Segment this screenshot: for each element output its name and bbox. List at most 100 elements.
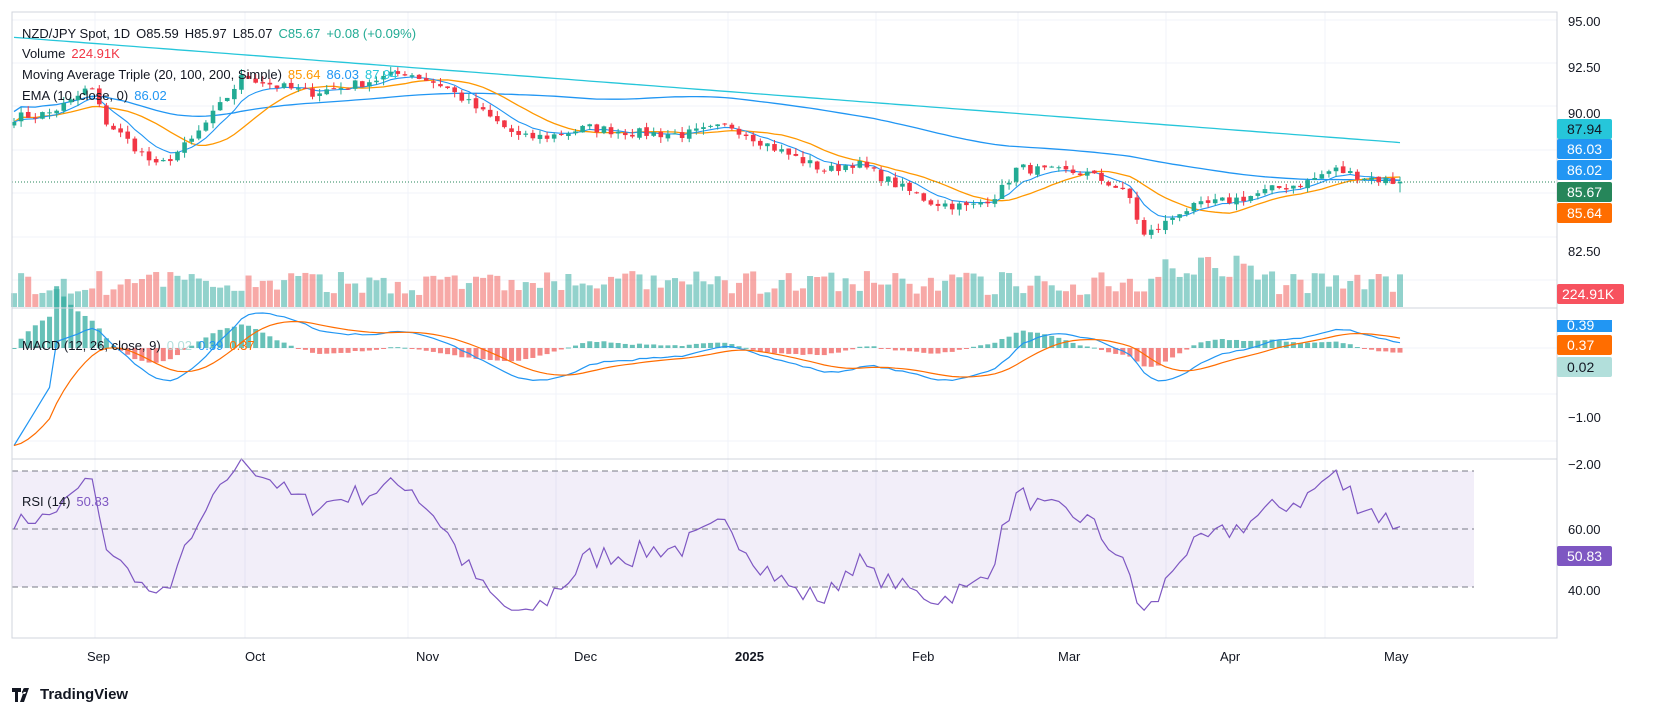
time-label: Sep [87, 649, 110, 664]
macd-hist-bar [1155, 348, 1161, 366]
volume-legend[interactable]: Volume 224.91K [22, 46, 126, 62]
rsi-legend[interactable]: RSI (14) 50.83 [22, 494, 115, 510]
macd-hist-bar [160, 348, 166, 362]
volume-bar [1375, 274, 1382, 307]
volume-bar [764, 292, 771, 307]
volume-bar [1397, 274, 1403, 307]
low-value: L85.07 [232, 26, 273, 41]
macd-tick: −1.00 [1568, 410, 1601, 425]
candle-body [217, 102, 223, 111]
macd-hist-bar [1013, 332, 1019, 348]
badge-rsi-text: 50.83 [1567, 548, 1602, 564]
macd-hist-bar [1241, 341, 1247, 348]
macd-hist-bar [203, 337, 209, 348]
close-value: C85.67 [278, 26, 321, 41]
candle-body [452, 87, 457, 93]
macd-hist-bar [580, 343, 586, 348]
candle-body [359, 81, 365, 87]
candle-body [999, 184, 1005, 199]
macd-hist-bar [1297, 343, 1303, 348]
candle-body [558, 134, 564, 136]
candle-body [104, 105, 109, 125]
volume-bar [615, 278, 622, 307]
macd-label: MACD (12, 26, close, 9) [22, 338, 161, 353]
symbol-header[interactable]: NZD/JPY Spot, 1D O85.59 H85.97 L85.07 C85.67… [22, 26, 422, 42]
candle-body [928, 200, 934, 205]
volume-bar [238, 290, 245, 307]
candle-body [1170, 217, 1175, 220]
volume-bar [1354, 274, 1361, 307]
volume-bar [586, 285, 593, 307]
tradingview-logo[interactable]: TradingView [12, 686, 128, 703]
badge-rsi: 50.83 [1557, 546, 1612, 566]
candle-body [957, 203, 962, 210]
macd-hist-bar [835, 348, 841, 353]
macd-hist-bar [196, 341, 202, 348]
moving-averages [12, 36, 1557, 218]
macd-hist-bar [999, 338, 1005, 348]
volume-bar [984, 294, 991, 307]
volume-bar [771, 288, 778, 307]
candle-body [622, 132, 628, 136]
candle-body [139, 151, 145, 153]
volume-bar [401, 293, 408, 307]
ema-legend[interactable]: EMA (10, close, 0) 86.02 [22, 88, 173, 104]
macd-hist-bar [814, 348, 820, 355]
candle-body [189, 138, 194, 142]
volume-bar [700, 281, 707, 307]
volume-bar [1205, 256, 1212, 307]
macd-legend[interactable]: MACD (12, 26, close, 9) 0.02 0.39 0.37 [22, 338, 261, 354]
candle-body [772, 144, 777, 151]
badge-macd: 0.39 [1557, 317, 1612, 333]
candle-body [1205, 200, 1211, 203]
ma-legend[interactable]: Moving Average Triple (20, 100, 200, Sim… [22, 67, 404, 83]
volume-bar [39, 292, 46, 307]
macd-hist-bar [1113, 348, 1119, 354]
badge-ma20: 85.64 [1557, 203, 1612, 223]
macd-hist-bar [153, 348, 159, 363]
macd-hist-bar [665, 345, 671, 348]
volume-bar [1162, 259, 1169, 307]
macd-hist-bar [89, 320, 95, 348]
volume-bar [672, 278, 679, 307]
macd-hist-bar [629, 344, 635, 348]
volume-bar [188, 274, 195, 307]
candle-body [608, 127, 614, 135]
macd-signal-line [13, 321, 1401, 447]
time-label: Mar [1058, 649, 1081, 664]
volume-bar [195, 278, 202, 307]
candle-body [367, 82, 372, 87]
volume-bar [714, 276, 721, 307]
candle-body [395, 71, 401, 74]
volume-bar [302, 272, 309, 307]
rsi-line [13, 457, 1401, 612]
candle-body [679, 132, 685, 138]
macd-pane [11, 286, 1403, 447]
candle-body [509, 128, 514, 132]
macd-hist-bar [1141, 348, 1147, 367]
volume-bar [1226, 276, 1233, 307]
volume-bar [231, 290, 238, 307]
candle-body [338, 88, 344, 90]
candle-body [1283, 188, 1289, 190]
candle-body [1241, 196, 1246, 202]
volume-bar [487, 274, 494, 307]
macd-hist-bar [828, 348, 834, 354]
volume-bar [693, 271, 700, 307]
volume-bar [60, 278, 67, 307]
volume-bars [11, 255, 1403, 307]
macd-hist-bar [878, 348, 884, 349]
volume-bar [707, 284, 714, 307]
volume-bar [515, 290, 522, 307]
ma-label: Moving Average Triple (20, 100, 200, Sim… [22, 67, 282, 82]
candle-body [1212, 199, 1218, 204]
macd-hist-bar [25, 331, 31, 348]
price-candles[interactable] [11, 66, 1403, 239]
candle-body [1333, 167, 1339, 172]
macd-tick: −2.00 [1568, 457, 1601, 472]
candle-body [75, 95, 81, 101]
volume-bar [807, 276, 814, 307]
candle-body [153, 159, 159, 163]
time-label: Nov [416, 649, 440, 664]
